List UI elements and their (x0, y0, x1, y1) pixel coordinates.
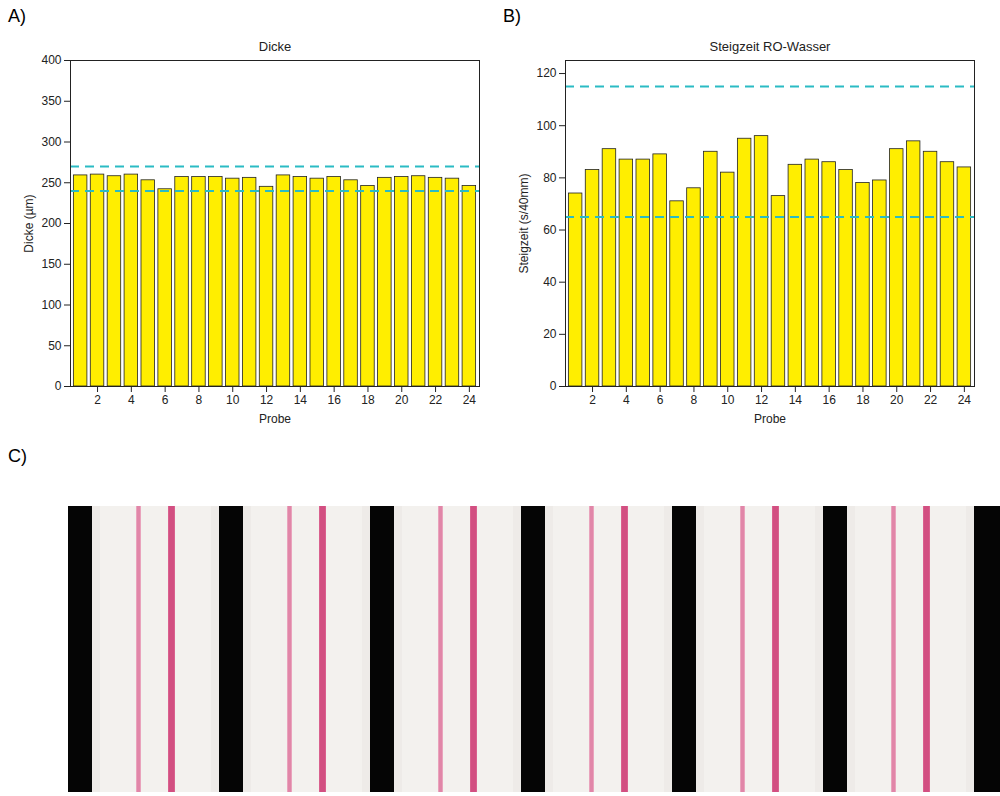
svg-text:80: 80 (543, 171, 557, 185)
svg-text:2: 2 (94, 393, 101, 407)
html-text:A): A) (8, 6, 26, 26)
svg-text:16: 16 (327, 393, 341, 407)
svg-text:20: 20 (395, 393, 409, 407)
svg-text:Dicke: Dicke (259, 39, 292, 54)
svg-text:120: 120 (536, 66, 556, 80)
svg-text:0: 0 (550, 379, 557, 393)
svg-text:6: 6 (657, 393, 664, 407)
svg-text:40: 40 (543, 275, 557, 289)
svg-text:4: 4 (128, 393, 135, 407)
svg-text:Probe: Probe (754, 412, 786, 426)
svg-text:150: 150 (41, 257, 61, 271)
svg-text:16: 16 (822, 393, 836, 407)
html-text:C): C) (8, 446, 27, 466)
svg-text:12: 12 (755, 393, 769, 407)
svg-text:20: 20 (890, 393, 904, 407)
svg-text:10: 10 (721, 393, 735, 407)
svg-text:8: 8 (196, 393, 203, 407)
html-text:B): B) (503, 6, 521, 26)
svg-text:22: 22 (429, 393, 443, 407)
svg-text:Dicke (µm): Dicke (µm) (22, 194, 36, 252)
svg-text:350: 350 (41, 94, 61, 108)
svg-text:10: 10 (226, 393, 240, 407)
svg-text:14: 14 (789, 393, 803, 407)
svg-text:2: 2 (589, 393, 596, 407)
svg-text:8: 8 (691, 393, 698, 407)
svg-text:250: 250 (41, 176, 61, 190)
svg-text:300: 300 (41, 135, 61, 149)
svg-text:12: 12 (260, 393, 274, 407)
svg-text:Probe: Probe (259, 412, 291, 426)
svg-text:200: 200 (41, 216, 61, 230)
svg-text:24: 24 (463, 393, 477, 407)
svg-text:14: 14 (294, 393, 308, 407)
svg-text:400: 400 (41, 53, 61, 67)
svg-text:60: 60 (543, 223, 557, 237)
svg-text:22: 22 (924, 393, 938, 407)
svg-text:0: 0 (55, 379, 62, 393)
svg-text:18: 18 (856, 393, 870, 407)
svg-text:24: 24 (958, 393, 972, 407)
svg-text:20: 20 (543, 327, 557, 341)
svg-text:18: 18 (361, 393, 375, 407)
svg-text:4: 4 (623, 393, 630, 407)
svg-text:100: 100 (536, 119, 556, 133)
svg-text:6: 6 (162, 393, 169, 407)
svg-text:Steigzeit RO-Wasser: Steigzeit RO-Wasser (710, 39, 832, 54)
svg-text:50: 50 (48, 339, 62, 353)
svg-text:100: 100 (41, 298, 61, 312)
svg-text:Steigzeit (s/40mm): Steigzeit (s/40mm) (517, 173, 531, 273)
